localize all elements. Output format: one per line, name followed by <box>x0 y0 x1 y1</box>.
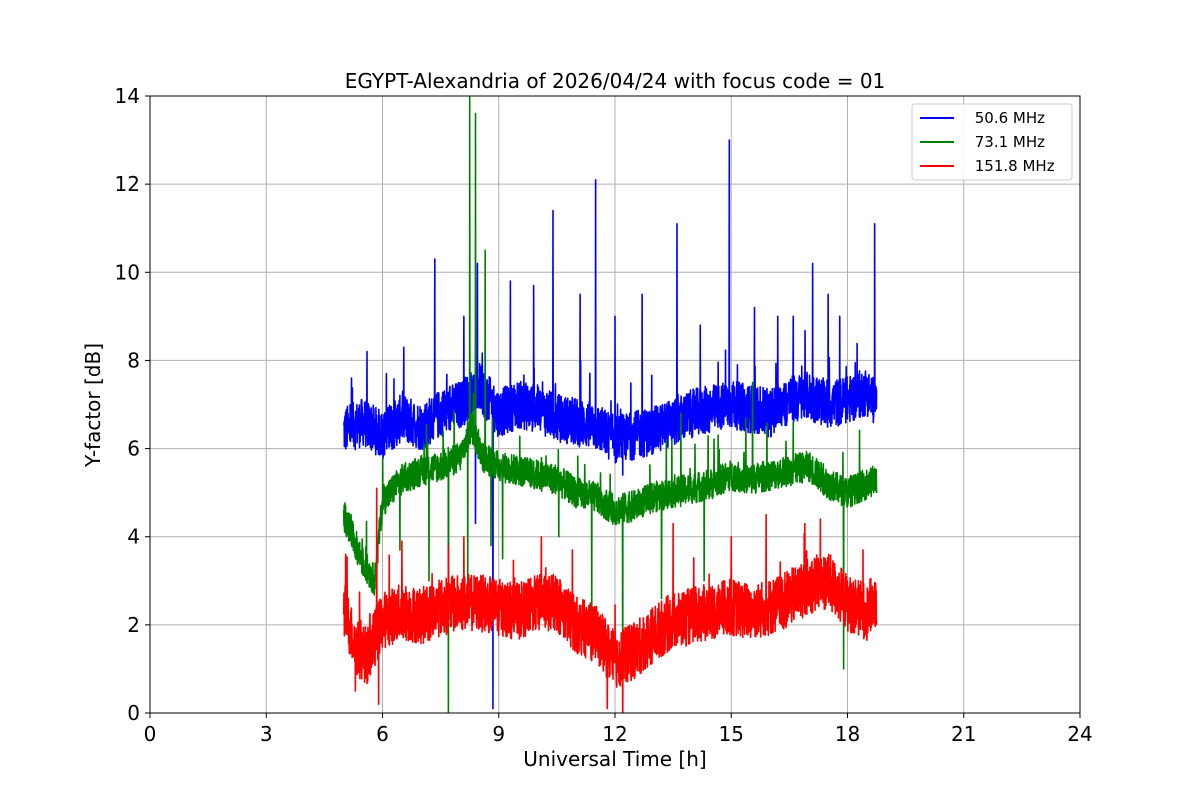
y-tick-label: 14 <box>115 84 140 108</box>
x-tick-label: 15 <box>719 722 744 746</box>
chart-title: EGYPT-Alexandria of 2026/04/24 with focu… <box>345 69 886 93</box>
x-tick-label: 9 <box>492 722 505 746</box>
y-tick-label: 4 <box>127 525 140 549</box>
x-tick-label: 12 <box>602 722 627 746</box>
x-tick-label: 21 <box>951 722 976 746</box>
x-tick-label: 18 <box>835 722 860 746</box>
x-axis-ticks: 0 3 6 9 12 15 18 21 24 <box>144 713 1093 746</box>
x-tick-label: 3 <box>260 722 273 746</box>
y-tick-label: 6 <box>127 437 140 461</box>
y-tick-label: 8 <box>127 348 140 372</box>
legend: 50.6 MHz 73.1 MHz 151.8 MHz <box>911 103 1073 181</box>
x-tick-label: 0 <box>144 722 157 746</box>
y-tick-label: 12 <box>115 172 140 196</box>
x-tick-label: 24 <box>1067 722 1092 746</box>
series-line-1 <box>342 96 878 713</box>
legend-label: 50.6 MHz <box>970 109 1045 127</box>
x-tick-label: 6 <box>376 722 389 746</box>
series-line-0 <box>342 139 878 710</box>
legend-label: 151.8 MHz <box>970 157 1055 175</box>
legend-label: 73.1 MHz <box>970 133 1045 151</box>
y-axis-label: Y-factor [dB] <box>81 343 105 468</box>
legend-box <box>911 103 1073 181</box>
y-tick-label: 0 <box>127 701 140 725</box>
plot-area <box>342 96 878 713</box>
y-axis-ticks: 0 2 4 6 8 10 12 14 <box>115 84 150 725</box>
series-line-2 <box>342 487 878 713</box>
x-axis-label: Universal Time [h] <box>523 747 706 771</box>
y-tick-label: 10 <box>115 260 140 284</box>
y-tick-label: 2 <box>127 613 140 637</box>
